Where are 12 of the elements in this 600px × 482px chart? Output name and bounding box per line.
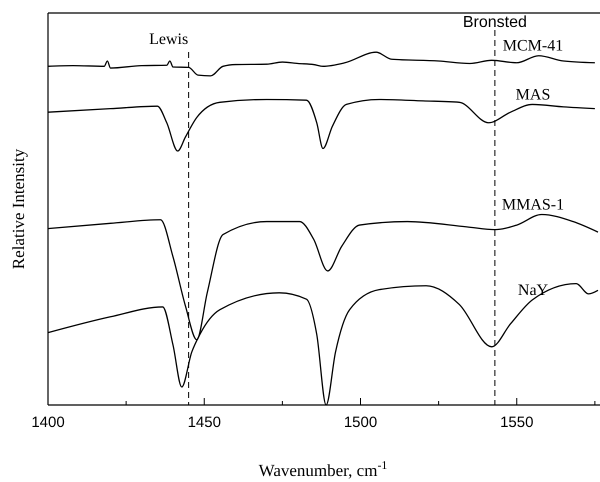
ref-line-label: Bronsted [462,14,527,31]
series-label: MCM-41 [502,38,564,55]
series-label: MAS [516,86,550,104]
ref-line-label: Lewis [149,31,188,48]
x-tick-label: 1550 [500,414,534,431]
x-tick-label: 1450 [188,414,221,431]
y-axis-title: Relative Intensity [9,148,28,270]
series-label: NaY [518,282,549,299]
x-axis-title: Wavenumber, cm$^{-1}$ [258,458,388,480]
series-label: MMAS-1 [502,196,564,214]
x-tick-label: 1500 [344,414,378,431]
x-tick-label: 1400 [31,414,65,431]
